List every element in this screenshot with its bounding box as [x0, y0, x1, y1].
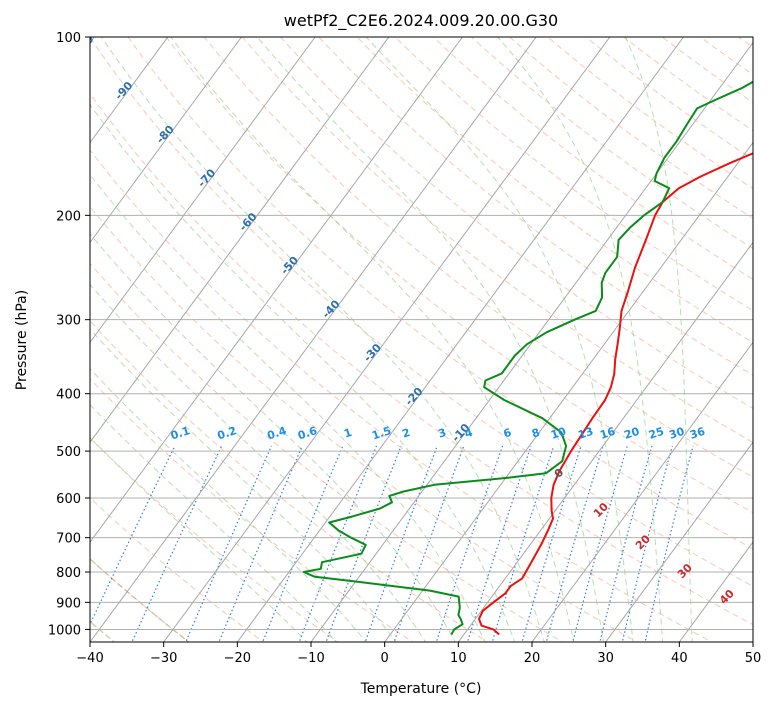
moist-adiabat — [90, 403, 338, 642]
x-axis-label: Temperature (°C) — [360, 681, 482, 697]
mixing-ratio-line — [393, 445, 465, 642]
dewpoint-line — [302, 80, 753, 636]
y-tick-label: 600 — [56, 492, 81, 507]
isotherm — [531, 341, 753, 642]
y-axis-label: Pressure (hPa) — [14, 290, 30, 390]
x-tick-label: 20 — [524, 651, 541, 666]
isotherm — [457, 241, 753, 642]
y-tick-label: 800 — [56, 566, 81, 581]
dry-adiabat — [90, 320, 489, 642]
dry-adiabat — [90, 149, 713, 642]
mixing-ratio-label: 4 — [463, 426, 475, 441]
mixing-ratio-line — [131, 445, 223, 642]
dry-adiabat — [279, 37, 753, 409]
dry-adiabat — [90, 37, 753, 587]
mixing-ratio-label: 13 — [576, 425, 595, 442]
isotherm — [90, 37, 463, 543]
x-axis-ticks: −40 −30 −20 −10 0 10 20 30 40 50 — [76, 642, 761, 666]
mixing-ratio-label: 30 — [667, 425, 686, 442]
x-tick-label: 40 — [671, 651, 688, 666]
mixing-ratio-line — [599, 445, 653, 642]
mixing-ratio-line — [298, 445, 378, 642]
x-tick-label: −20 — [224, 651, 251, 666]
isotherm — [90, 37, 169, 144]
moist-adiabat — [90, 233, 456, 642]
isotherm — [236, 37, 684, 642]
isotherm — [90, 37, 242, 244]
isobar-gridlines — [90, 37, 753, 630]
mixing-ratio-label: 0.6 — [296, 424, 319, 442]
mixing-ratio-line — [621, 445, 673, 642]
mixing-ratio-line — [262, 445, 344, 642]
moist-adiabat — [90, 368, 367, 642]
mixing-ratio-label: 25 — [647, 425, 666, 442]
y-tick-label: 200 — [56, 209, 81, 224]
x-tick-label: −30 — [150, 651, 177, 666]
mixing-ratio-label: 36 — [688, 425, 707, 442]
mixing-ratio-label: 10 — [549, 425, 568, 442]
y-tick-label: 300 — [56, 314, 81, 329]
x-tick-label: −40 — [76, 651, 103, 666]
mixing-ratio-label: 1 — [342, 426, 353, 441]
isotherm — [384, 141, 753, 642]
mixing-ratio-label: 1.5 — [370, 424, 393, 442]
y-tick-label: 500 — [56, 445, 81, 460]
chart-title: wetPf2_C2E6.2024.009.20.00.G30 — [284, 11, 558, 31]
isotherm — [90, 37, 390, 444]
dry-adiabat — [432, 37, 753, 280]
isotherm — [90, 37, 537, 642]
mixing-ratio-line — [435, 445, 504, 642]
plot-frame — [89, 36, 754, 643]
mixing-ratio-label: 8 — [530, 426, 541, 441]
y-tick-label: 900 — [56, 596, 81, 611]
y-tick-label: 1000 — [48, 623, 81, 638]
mixing-ratio-line — [90, 445, 176, 626]
mixing-ratio-line — [644, 445, 694, 642]
mixing-ratio-label: 3 — [437, 426, 448, 441]
isotherm — [163, 37, 611, 642]
dry-adiabat — [127, 37, 753, 550]
y-tick-label: 100 — [56, 31, 81, 46]
temperature-line — [478, 152, 753, 636]
mixing-ratio-line — [521, 445, 582, 642]
y-tick-label: 700 — [56, 532, 81, 547]
mixing-ratio-label: 16 — [598, 425, 617, 442]
isotherm — [90, 37, 316, 344]
x-tick-label: 30 — [597, 651, 614, 666]
y-tick-label: 400 — [56, 388, 81, 403]
mixing-ratio-label: 6 — [502, 426, 514, 441]
y-axis-ticks: 100 200 300 400 500 600 700 800 900 1000 — [48, 31, 90, 638]
moist-adiabat — [90, 173, 486, 642]
profile-lines — [302, 80, 753, 636]
x-tick-label: 10 — [450, 651, 467, 666]
x-tick-label: −10 — [297, 651, 324, 666]
mixing-ratio-label: 0.2 — [216, 424, 239, 442]
mixing-ratio-label: 0.1 — [169, 424, 192, 442]
mixing-ratio-line — [572, 445, 628, 642]
mixing-ratio-label: 2 — [401, 426, 412, 441]
mixing-ratio-line — [545, 445, 604, 642]
mixing-ratio-label: 20 — [622, 425, 641, 442]
isotherm — [605, 441, 753, 642]
x-tick-label: 0 — [381, 651, 389, 666]
mixing-ratio-label: 0.4 — [266, 424, 289, 442]
isotherm-gridlines — [90, 37, 753, 642]
dry-adiabat — [165, 37, 753, 514]
plot-area: -100-90-80-70-60-50-40-30-20-100.10.20.4… — [90, 37, 753, 642]
x-tick-label: 50 — [745, 651, 762, 666]
mixing-ratio-lines — [90, 445, 694, 642]
